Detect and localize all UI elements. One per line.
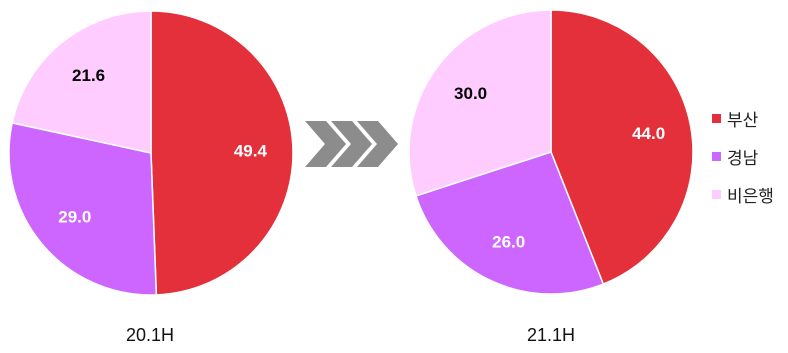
legend-item-busan: 부산 — [712, 108, 774, 131]
legend-swatch-nonbank — [712, 189, 721, 199]
legend-item-nonbank: 비은행 — [712, 184, 774, 207]
legend-item-gyeongnam: 경남 — [712, 146, 774, 169]
data-label-gyeongnam-21-1h: 26.0 — [492, 232, 525, 251]
pie-slice-gyeongnam-20-1h — [8, 122, 158, 296]
data-label-busan-21-1h: 44.0 — [632, 124, 665, 143]
legend-swatch-busan — [712, 113, 721, 123]
data-label-busan-20-1h: 49.4 — [234, 142, 268, 161]
legend-label-nonbank: 비은행 — [727, 186, 774, 207]
period-label-left: 20.1H — [125, 325, 175, 345]
pie-slice-gyeongnam-21-1h — [415, 151, 605, 295]
legend-label-gyeongnam: 경남 — [727, 148, 759, 169]
pie-slice-nonbank-20-1h — [11, 10, 152, 154]
legend-label-busan: 부산 — [727, 110, 759, 131]
pie-chart-21-1h: 44.0 26.0 30.0 — [408, 9, 694, 295]
data-label-gyeongnam-20-1h: 29.0 — [58, 207, 91, 226]
triple-chevron-right-icon — [305, 121, 398, 167]
data-label-nonbank-21-1h: 30.0 — [454, 84, 487, 103]
pie-slice-busan-21-1h — [550, 9, 694, 286]
legend-swatch-gyeongnam — [712, 151, 721, 161]
pie-slice-busan-20-1h — [150, 10, 294, 296]
data-label-nonbank-20-1h: 21.6 — [72, 66, 105, 85]
period-label-right: 21.1H — [526, 325, 576, 345]
legend: 부산 경남 비은행 — [712, 108, 774, 222]
pie-chart-20-1h: 49.4 29.0 21.6 — [8, 10, 294, 296]
pie-slice-nonbank-21-1h — [408, 9, 552, 197]
